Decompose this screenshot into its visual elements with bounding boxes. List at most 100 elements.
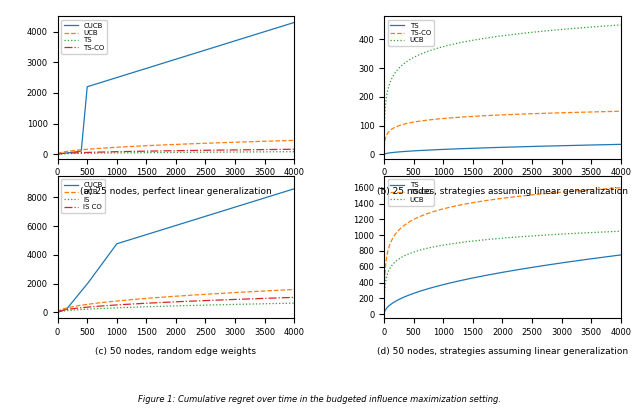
TS-CO — [395, 123, 403, 128]
TS-CO — [205, 148, 212, 153]
TS — [395, 149, 403, 154]
UCB — [191, 293, 199, 297]
CUCB — [205, 47, 212, 51]
TS-CO — [191, 148, 199, 153]
TS — [54, 152, 61, 157]
IS — [291, 301, 298, 306]
UCB — [68, 304, 76, 309]
TS — [560, 143, 568, 148]
TS — [191, 150, 199, 155]
Line: UCB: UCB — [58, 140, 294, 154]
UCB — [524, 234, 532, 239]
TS — [617, 253, 625, 257]
CUCB — [197, 49, 205, 54]
UCB — [233, 140, 241, 144]
UCB — [524, 30, 532, 35]
CUCB — [54, 152, 61, 157]
UCB — [205, 292, 212, 297]
CUCB — [257, 30, 265, 35]
TS-CO — [518, 193, 525, 198]
IS CO — [197, 298, 205, 303]
Legend: TS, TS-CO, UCB: TS, TS-CO, UCB — [388, 20, 434, 46]
CUCB — [257, 197, 265, 202]
TS — [531, 144, 539, 149]
UCB — [68, 148, 76, 153]
UCB — [617, 229, 625, 234]
TS-CO — [560, 189, 568, 194]
Line: UCB: UCB — [58, 289, 294, 313]
Legend: CUCB, UCB, TS, TS-CO: CUCB, UCB, TS, TS-CO — [61, 20, 108, 53]
TS-CO — [560, 110, 568, 115]
CUCB — [233, 38, 241, 43]
CUCB — [233, 204, 241, 209]
TS-CO — [617, 185, 625, 190]
CUCB — [54, 310, 61, 315]
UCB — [395, 257, 403, 262]
IS CO — [233, 297, 241, 302]
CUCB — [291, 186, 298, 191]
TS-CO — [524, 111, 532, 116]
Line: CUCB: CUCB — [58, 189, 294, 313]
Line: IS: IS — [58, 303, 294, 313]
TS — [197, 150, 205, 155]
TS — [524, 144, 532, 149]
Legend: CUCB, UCB, IS, IS CO: CUCB, UCB, IS, IS CO — [61, 179, 106, 213]
UCB — [291, 138, 298, 143]
IS CO — [205, 298, 212, 303]
IS — [205, 303, 212, 308]
UCB — [395, 66, 403, 71]
Line: UCB: UCB — [384, 25, 621, 154]
Legend: TS, TS-CO, UCB: TS, TS-CO, UCB — [388, 179, 434, 206]
Line: TS: TS — [384, 144, 621, 154]
Text: (a) 25 nodes, perfect linear generalization: (a) 25 nodes, perfect linear generalizat… — [80, 187, 272, 196]
CUCB — [197, 215, 205, 220]
UCB — [531, 233, 539, 238]
IS CO — [257, 296, 265, 301]
Text: (b) 25 nodes, strategies assuming linear generalization: (b) 25 nodes, strategies assuming linear… — [377, 187, 628, 196]
Line: CUCB: CUCB — [58, 22, 294, 154]
TS-CO — [380, 312, 388, 317]
TS — [584, 257, 592, 262]
Text: (c) 50 nodes, random edge weights: (c) 50 nodes, random edge weights — [95, 347, 257, 356]
TS-CO — [291, 147, 298, 152]
TS — [518, 266, 525, 271]
TS-CO — [531, 111, 539, 116]
IS — [197, 303, 205, 308]
UCB — [560, 27, 568, 32]
TS — [524, 266, 532, 271]
CUCB — [291, 20, 298, 25]
UCB — [191, 141, 199, 146]
Text: Figure 1: Cumulative regret over time in the budgeted influence maximization set: Figure 1: Cumulative regret over time in… — [138, 395, 502, 404]
CUCB — [191, 51, 199, 56]
TS — [584, 143, 592, 148]
UCB — [518, 31, 525, 36]
Line: UCB: UCB — [384, 231, 621, 314]
IS — [68, 308, 76, 313]
UCB — [233, 290, 241, 295]
CUCB — [68, 150, 76, 155]
Line: TS-CO: TS-CO — [384, 111, 621, 154]
IS CO — [68, 306, 76, 311]
CUCB — [68, 300, 76, 305]
UCB — [205, 141, 212, 146]
UCB — [518, 234, 525, 239]
TS-CO — [68, 151, 76, 155]
IS — [233, 302, 241, 307]
TS — [617, 142, 625, 147]
TS — [518, 144, 525, 149]
UCB — [54, 152, 61, 157]
TS — [291, 149, 298, 154]
IS — [191, 303, 199, 308]
IS CO — [191, 299, 199, 304]
Line: TS: TS — [58, 152, 294, 154]
UCB — [531, 29, 539, 34]
TS — [380, 152, 388, 157]
UCB — [197, 141, 205, 146]
IS CO — [291, 295, 298, 300]
TS-CO — [584, 110, 592, 115]
UCB — [584, 230, 592, 235]
TS-CO — [233, 147, 241, 152]
TS — [380, 312, 388, 317]
UCB — [617, 22, 625, 27]
Line: IS CO: IS CO — [58, 297, 294, 313]
